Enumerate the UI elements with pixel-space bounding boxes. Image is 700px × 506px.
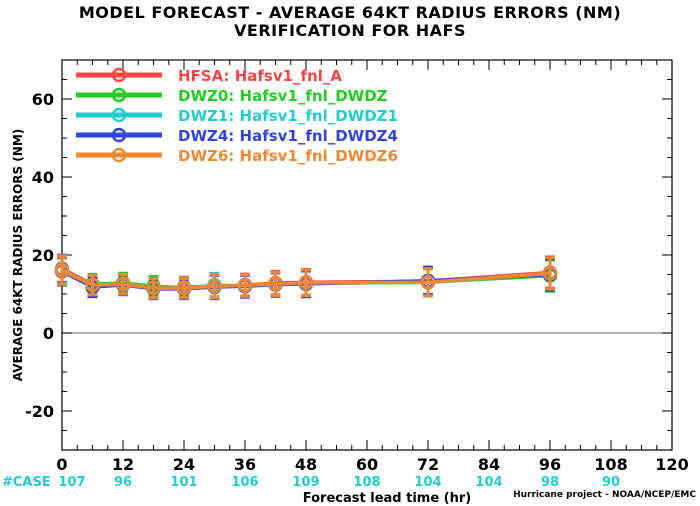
y-tick-label: 0: [43, 324, 54, 343]
legend-label: DWZ1: Hafsv1_fnl_DWDZ1: [178, 107, 398, 125]
y-tick-label: -20: [25, 402, 54, 421]
case-count: 106: [231, 475, 258, 490]
chart-title: MODEL FORECAST - AVERAGE 64KT RADIUS ERR…: [78, 3, 622, 22]
legend-swatch-marker: [111, 87, 127, 103]
x-tick-label: 96: [539, 455, 561, 474]
case-count: 104: [475, 475, 502, 490]
data-point: [176, 280, 192, 296]
legend-swatch-marker: [111, 107, 127, 123]
x-tick-label: 60: [356, 455, 378, 474]
case-label: #CASE: [2, 475, 51, 490]
y-axis-label: AVERAGE 64KT RADIUS ERRORS (NM): [11, 129, 25, 381]
legend-swatch-marker: [111, 67, 127, 83]
data-point: [54, 263, 70, 278]
x-tick-label: 72: [417, 455, 439, 474]
data-point: [268, 276, 283, 292]
case-count: 101: [170, 475, 197, 490]
y-tick-label: 40: [32, 168, 54, 187]
chart-subtitle: VERIFICATION FOR HAFS: [234, 21, 466, 40]
legend-swatch-marker: [111, 147, 127, 163]
x-tick-label: 12: [112, 455, 134, 474]
x-tick-label: 108: [594, 455, 627, 474]
case-count: 90: [602, 475, 620, 490]
case-count: 104: [414, 475, 441, 490]
data-point: [420, 275, 436, 290]
data-point: [115, 277, 131, 292]
x-tick-label: 84: [478, 455, 500, 474]
legend-label: DWZ0: Hafsv1_fnl_DWDZ: [178, 87, 388, 105]
data-point: [207, 278, 222, 294]
x-tick-label: 24: [173, 455, 195, 474]
data-point: [237, 278, 253, 293]
data-point: [298, 275, 314, 290]
x-tick-label: 48: [295, 455, 317, 474]
legend-label: DWZ4: Hafsv1_fnl_DWDZ4: [178, 127, 398, 145]
data-point: [85, 277, 100, 293]
y-tick-label: 60: [32, 90, 54, 109]
legend-label: DWZ6: Hafsv1_fnl_DWDZ6: [178, 147, 398, 165]
data-point: [542, 266, 558, 281]
x-tick-label: 120: [655, 455, 688, 474]
x-tick-label: 36: [234, 455, 256, 474]
x-tick-label: 0: [56, 455, 67, 474]
case-count: 98: [541, 475, 559, 490]
data-point: [146, 280, 161, 296]
legend-swatch-marker: [111, 127, 127, 143]
y-tick-label: 20: [32, 246, 54, 265]
case-count: 96: [114, 475, 132, 490]
case-count: 109: [292, 475, 319, 490]
legend-label: HFSA: Hafsv1_fnl_A: [178, 67, 342, 85]
case-count: 107: [58, 475, 85, 490]
x-axis-label: Forecast lead time (hr): [303, 491, 471, 506]
case-count: 108: [353, 475, 380, 490]
credit-text: Hurricane project - NOAA/NCEP/EMC: [513, 490, 696, 500]
